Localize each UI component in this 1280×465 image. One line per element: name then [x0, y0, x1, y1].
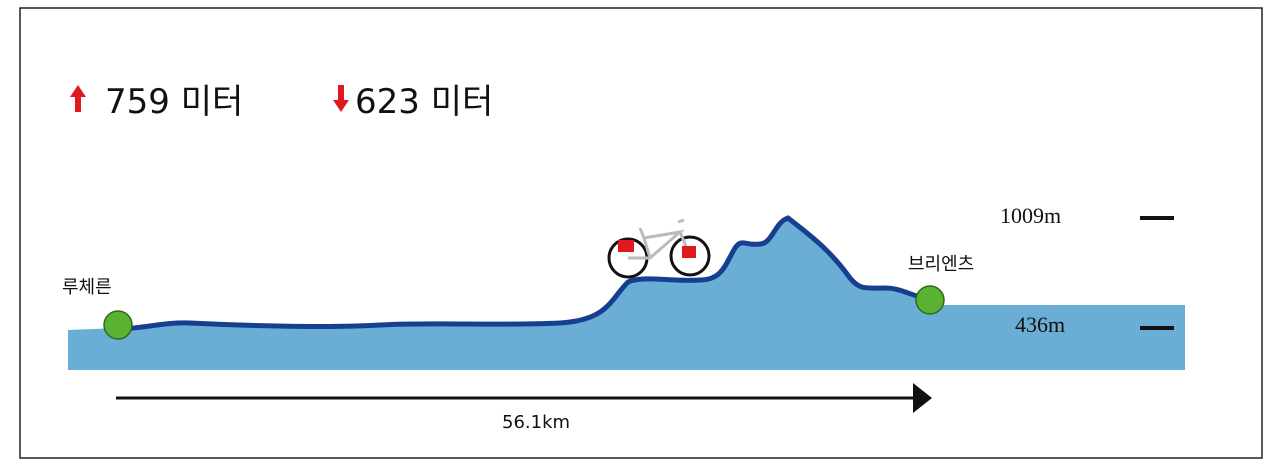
up-arrow — [70, 85, 86, 112]
arrow-head — [913, 383, 932, 413]
bicycle — [607, 218, 711, 279]
descent: 623 미터 — [355, 82, 493, 122]
ascent: 759 미터 — [105, 82, 243, 122]
low-altitude: 436m — [1015, 312, 1065, 337]
end-point — [915, 285, 945, 315]
down-arrow — [333, 85, 349, 112]
start-point — [103, 310, 133, 340]
distance: 56.1km — [502, 412, 570, 433]
terrain — [68, 218, 1185, 370]
end-label: 브리엔츠 — [908, 254, 974, 275]
frame — [19, 7, 1263, 459]
profile-line — [117, 215, 931, 331]
high-altitude: 1009m — [1000, 203, 1061, 228]
start-label: 루체른 — [62, 277, 112, 298]
